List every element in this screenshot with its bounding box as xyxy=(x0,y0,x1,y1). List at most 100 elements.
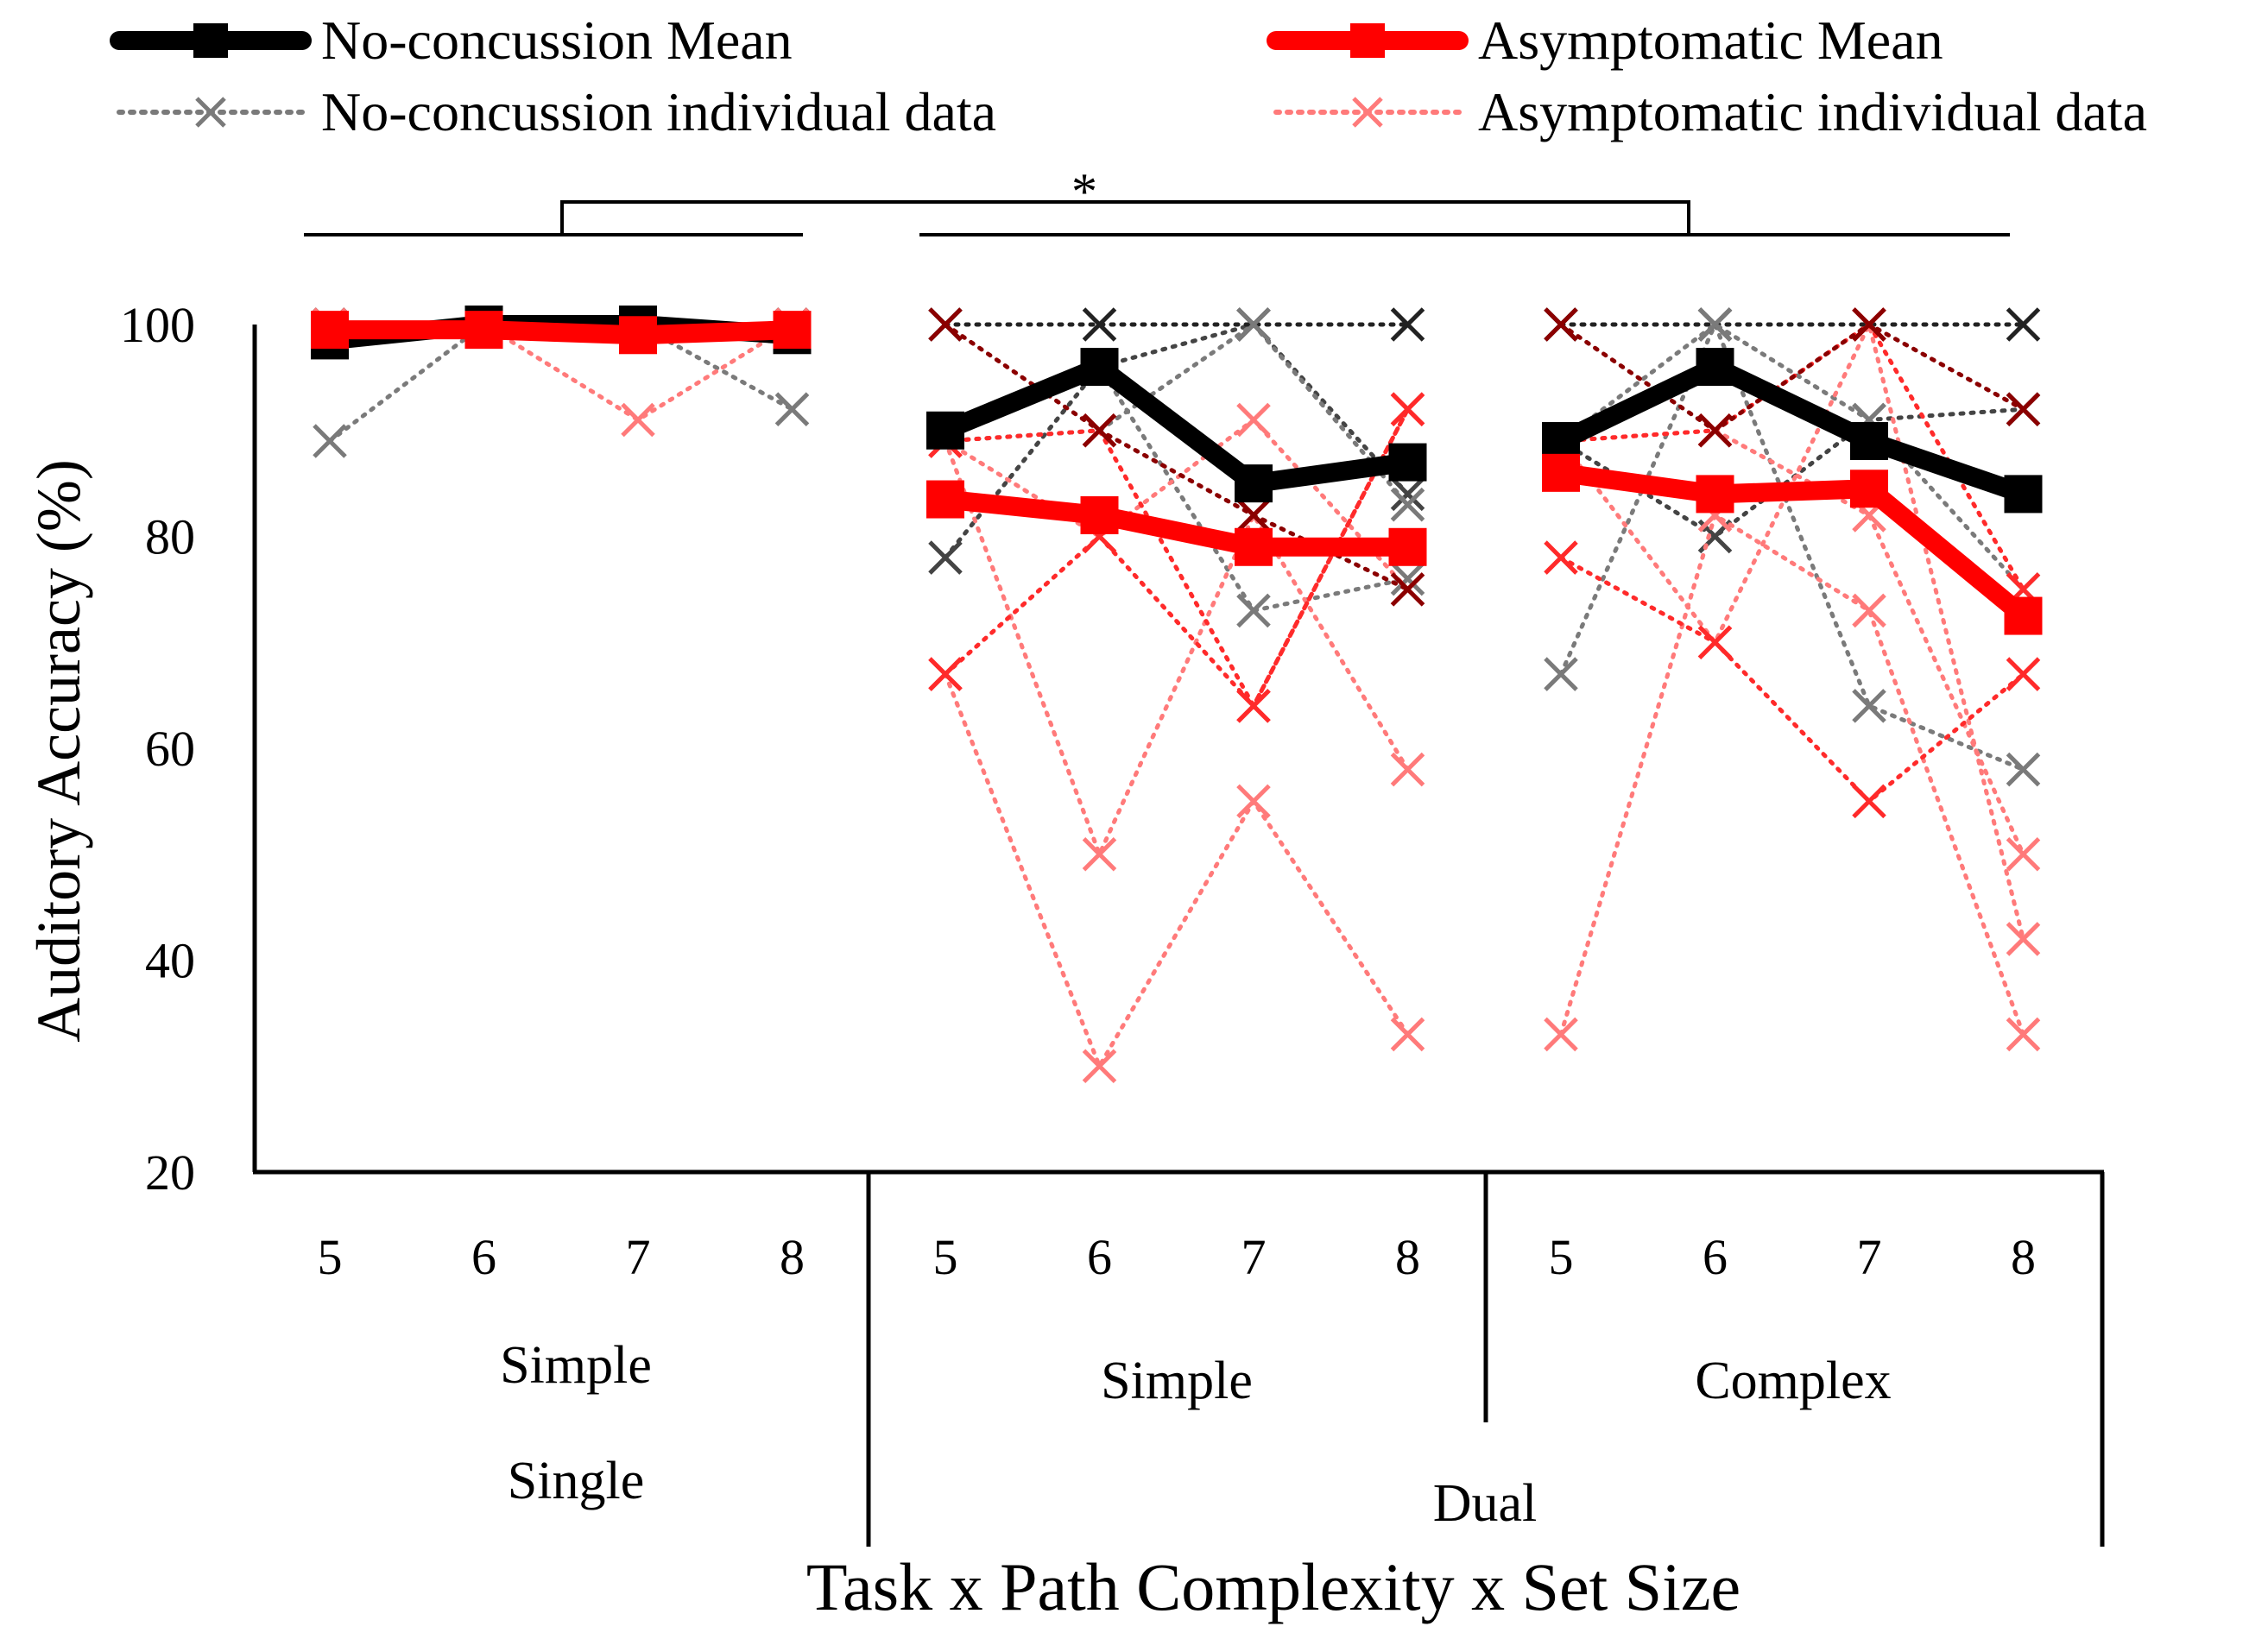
asym-individual-x-marker xyxy=(2006,922,2041,956)
asym-mean-line xyxy=(936,489,1418,557)
asym-individual-x-marker xyxy=(1852,307,1886,342)
noconc-mean-marker xyxy=(1542,422,1580,461)
asym-individual-x-marker xyxy=(2006,836,2041,872)
asym-mean-marker xyxy=(926,480,964,519)
y-axis-label: Auditory Accuracy (%) xyxy=(24,459,93,1043)
set-size-label: 5 xyxy=(318,1229,343,1285)
noconc-individual-x-marker xyxy=(2006,752,2041,787)
asym-individual-x-marker xyxy=(2006,392,2041,426)
asym-mean-marker xyxy=(2004,596,2043,635)
asym-individual-x-marker xyxy=(1390,752,1425,787)
noconc-individual-x-marker xyxy=(2006,307,2041,342)
noconc-individual-line xyxy=(1558,321,2025,592)
asym-individual-line xyxy=(1558,322,2025,433)
asym-individual-x-marker xyxy=(1082,1049,1117,1084)
noconc-individual-x-marker xyxy=(313,424,347,458)
noconc-mean-line xyxy=(1551,357,2033,504)
legend: No-concussion Mean Asymptomatic Mean No-… xyxy=(110,9,2147,142)
legend-asym-indiv-marker xyxy=(1352,97,1383,128)
asym-individual-x-marker xyxy=(1544,1017,1578,1052)
asym-mean-marker xyxy=(773,311,812,350)
x-axis-labels: 5 6 7 8 5 6 7 8 5 6 7 8 Simple Simple Complex Single Dua… xyxy=(318,1229,2037,1533)
asym-individual-line xyxy=(1558,555,2025,804)
asym-mean-series xyxy=(311,311,2043,635)
asym-individual-x-marker xyxy=(1236,784,1271,819)
noconc-individual-x-marker xyxy=(1390,561,1425,596)
noconc-individual-x-marker xyxy=(1852,689,1886,723)
asym-mean-marker xyxy=(1850,470,1888,508)
asym-individual-x-marker xyxy=(1082,836,1117,872)
asym-mean-marker xyxy=(1235,527,1273,566)
noconc-individual-x-marker xyxy=(1390,476,1425,512)
asym-individual-x-marker xyxy=(1697,413,1733,448)
set-size-label: 7 xyxy=(1241,1229,1267,1285)
asym-mean-marker xyxy=(464,311,503,350)
asym-individual-x-marker xyxy=(1852,784,1886,819)
task-label: Single xyxy=(508,1452,644,1510)
noconc-individual-line xyxy=(1558,318,2025,772)
x-axis-label: Task x Path Complexity x Set Size xyxy=(806,1549,1740,1624)
task-label: Dual xyxy=(1433,1474,1538,1533)
y-tick-labels: 20 40 60 80 100 xyxy=(120,297,195,1201)
set-size-label: 5 xyxy=(933,1229,958,1285)
asym-individual-x-marker xyxy=(2006,657,2041,691)
y-tick-label: 60 xyxy=(145,721,195,777)
y-tick-label: 80 xyxy=(145,509,195,565)
set-size-label: 5 xyxy=(1549,1229,1574,1285)
asym-individual-x-marker xyxy=(1390,1017,1425,1052)
asym-individual-x-marker xyxy=(1697,625,1733,660)
path-complexity-label: Simple xyxy=(1101,1352,1253,1410)
noconc-individual-x-marker xyxy=(1390,307,1425,342)
series-layer xyxy=(311,306,2043,1084)
bracket-connector xyxy=(560,200,1690,235)
noconc-individual-line xyxy=(943,322,1410,560)
asym-mean-marker xyxy=(1696,475,1734,514)
asym-individual-x-marker xyxy=(1544,307,1578,342)
noconc-individual-x-marker xyxy=(928,540,963,575)
set-size-label: 8 xyxy=(1395,1229,1420,1285)
noconc-individual-line xyxy=(1558,407,2025,539)
noconc-mean-marker xyxy=(926,411,964,450)
legend-asym-indiv-label: Asymptomatic individual data xyxy=(1478,81,2147,142)
asym-mean-marker xyxy=(311,311,349,350)
asym-individual-x-marker xyxy=(1236,402,1271,438)
asym-individual-x-marker xyxy=(1390,392,1425,426)
noconc-individual-x-marker xyxy=(1236,307,1271,342)
asym-individual-x-marker xyxy=(1082,413,1117,448)
significance-star: * xyxy=(1071,163,1097,220)
asym-individual-x-marker xyxy=(928,307,963,342)
noconc-mean-marker xyxy=(1850,422,1888,461)
asym-individual-x-marker xyxy=(1236,498,1271,533)
y-tick-label: 100 xyxy=(120,297,195,353)
legend-noconc-indiv-label: No-concussion individual data xyxy=(321,81,996,142)
asym-individual-x-marker xyxy=(621,402,655,438)
set-size-label: 6 xyxy=(1087,1229,1112,1285)
noconc-mean-marker xyxy=(1080,348,1119,387)
set-size-label: 7 xyxy=(626,1229,651,1285)
noconc-individual-x-marker xyxy=(774,392,810,426)
y-tick-label: 40 xyxy=(145,933,195,989)
asym-individual-line xyxy=(1558,318,2025,942)
y-tick-label: 20 xyxy=(145,1144,195,1201)
set-size-label: 7 xyxy=(1857,1229,1882,1285)
asym-individual-line xyxy=(943,671,1410,1071)
significance-bracket: * xyxy=(304,163,2010,236)
noconc-mean-marker xyxy=(1388,443,1427,482)
noconc-individual-x-marker xyxy=(1544,657,1578,691)
asym-individual-line xyxy=(1558,512,2025,1037)
asym-individual-x-marker xyxy=(2006,1017,2041,1052)
asym-mean-marker xyxy=(1080,495,1119,534)
noconc-individual-x-marker xyxy=(1390,487,1425,522)
set-size-label: 6 xyxy=(1703,1229,1728,1285)
asym-mean-line xyxy=(320,320,802,345)
asym-mean-marker xyxy=(619,316,657,355)
legend-noconc-mean-marker xyxy=(193,23,228,58)
asym-mean-line xyxy=(1551,463,2033,626)
asym-individual-x-marker xyxy=(1852,593,1886,628)
asym-individual-line xyxy=(943,407,1410,711)
axes xyxy=(252,325,2105,1547)
path-complexity-label: Complex xyxy=(1695,1352,1891,1410)
asym-individual-line xyxy=(943,438,1410,860)
noconc-mean-line xyxy=(936,357,1418,494)
set-size-label: 8 xyxy=(2011,1229,2036,1285)
